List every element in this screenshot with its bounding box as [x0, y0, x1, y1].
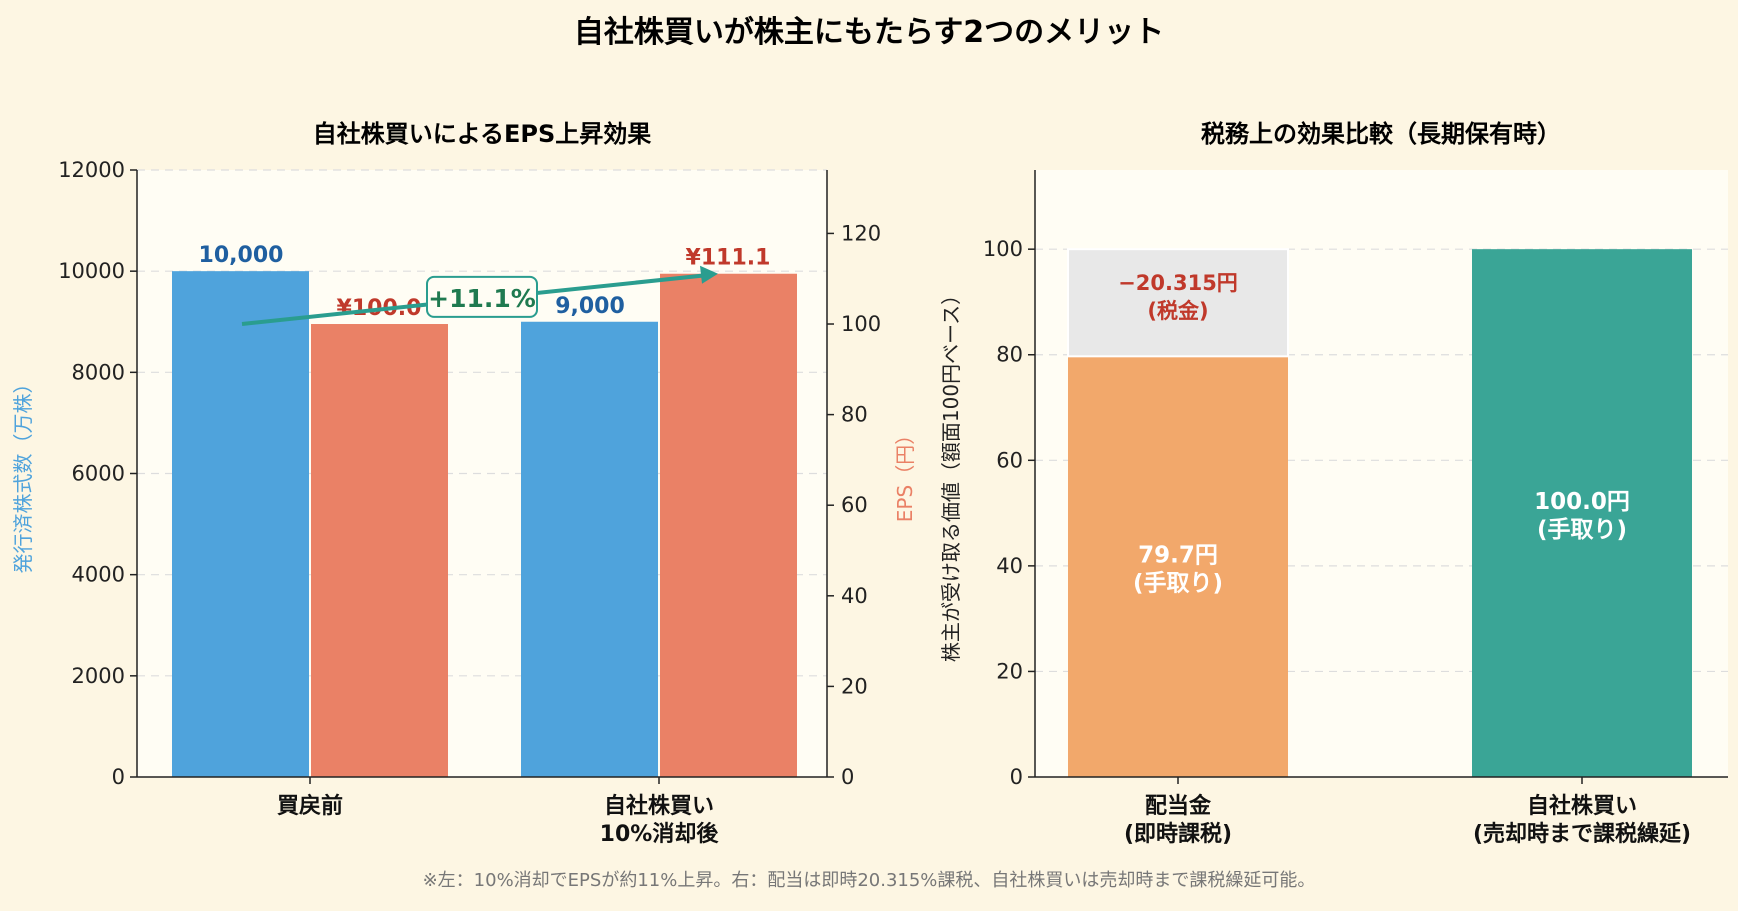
y-tick-label: 60 — [996, 448, 1023, 472]
y2-tick-label: 60 — [841, 493, 868, 517]
eps-value-label: ¥111.1 — [686, 246, 771, 271]
main-title: 自社株買いが株主にもたらす2つのメリット — [574, 15, 1164, 50]
tax-value-label: −20.315円(税金) — [1118, 271, 1238, 323]
y-tick-label: 20 — [996, 659, 1023, 683]
y-tick-label: 10000 — [58, 259, 125, 283]
y2-tick-label: 40 — [841, 584, 868, 608]
growth-label: +11.1% — [428, 284, 536, 313]
y-tick-label: 4000 — [72, 563, 125, 587]
tax-chart: 税務上の効果比較（長期保有時） 0 20 40 60 80 100 配当金(即時課税) 自社株… — [939, 120, 1728, 847]
footnote: ※左：10%消却でEPSが約11%上昇。右：配当は即時20.315%課税、自社株… — [423, 870, 1316, 891]
net-value-bar — [1068, 356, 1288, 777]
x-tick-label: 配当金(即時課税) — [1124, 793, 1232, 847]
x-tick-label: 買戻前 — [277, 793, 343, 819]
eps-bar — [311, 324, 448, 777]
y-tick-label: 2000 — [72, 664, 125, 688]
arrow-head — [700, 265, 718, 284]
tax-bar — [1067, 248, 1289, 358]
left-y-axis-label: 発行済株式数（万株） — [11, 374, 35, 574]
y2-tick-label: 80 — [841, 403, 868, 427]
eps-bar — [660, 273, 797, 777]
y2-tick-label: 20 — [841, 674, 868, 698]
shares-value-label: 10,000 — [199, 243, 284, 268]
y-tick-label: 100 — [983, 237, 1023, 261]
y2-tick-label: 120 — [841, 221, 881, 245]
y-tick-label: 0 — [112, 765, 125, 789]
eps-chart: 自社株買いによるEPS上昇効果 0 2000 4000 6000 8000 10000 12… — [11, 120, 917, 847]
y-tick-label: 80 — [996, 343, 1023, 367]
shares-bar — [172, 271, 309, 777]
y2-tick-label: 0 — [841, 765, 854, 789]
shares-bar — [521, 321, 658, 777]
left-chart-title: 自社株買いによるEPS上昇効果 — [313, 120, 652, 148]
right-y-axis-label: EPS（円） — [893, 425, 917, 522]
y-tick-label: 40 — [996, 554, 1023, 578]
y2-tick-label: 100 — [841, 312, 881, 336]
net-value-label: 79.7円(手取り) — [1133, 543, 1223, 597]
shares-value-label: 9,000 — [555, 294, 625, 319]
growth-badge — [426, 275, 538, 318]
y-tick-label: 6000 — [72, 462, 125, 486]
right-chart-title: 税務上の効果比較（長期保有時） — [1201, 120, 1561, 148]
y-axis-label: 株主が受け取る価値（額面100円ベース） — [939, 285, 963, 662]
y-tick-label: 0 — [1010, 765, 1023, 789]
y-tick-label: 12000 — [58, 158, 125, 182]
x-tick-label: 自社株買い 10%消却後 — [600, 793, 720, 847]
x-tick-label: 自社株買い(売却時まで課税繰延) — [1473, 793, 1691, 847]
y-tick-label: 8000 — [72, 360, 125, 384]
net-value-label: 100.0円(手取り) — [1534, 489, 1630, 543]
net-value-bar — [1472, 249, 1692, 777]
